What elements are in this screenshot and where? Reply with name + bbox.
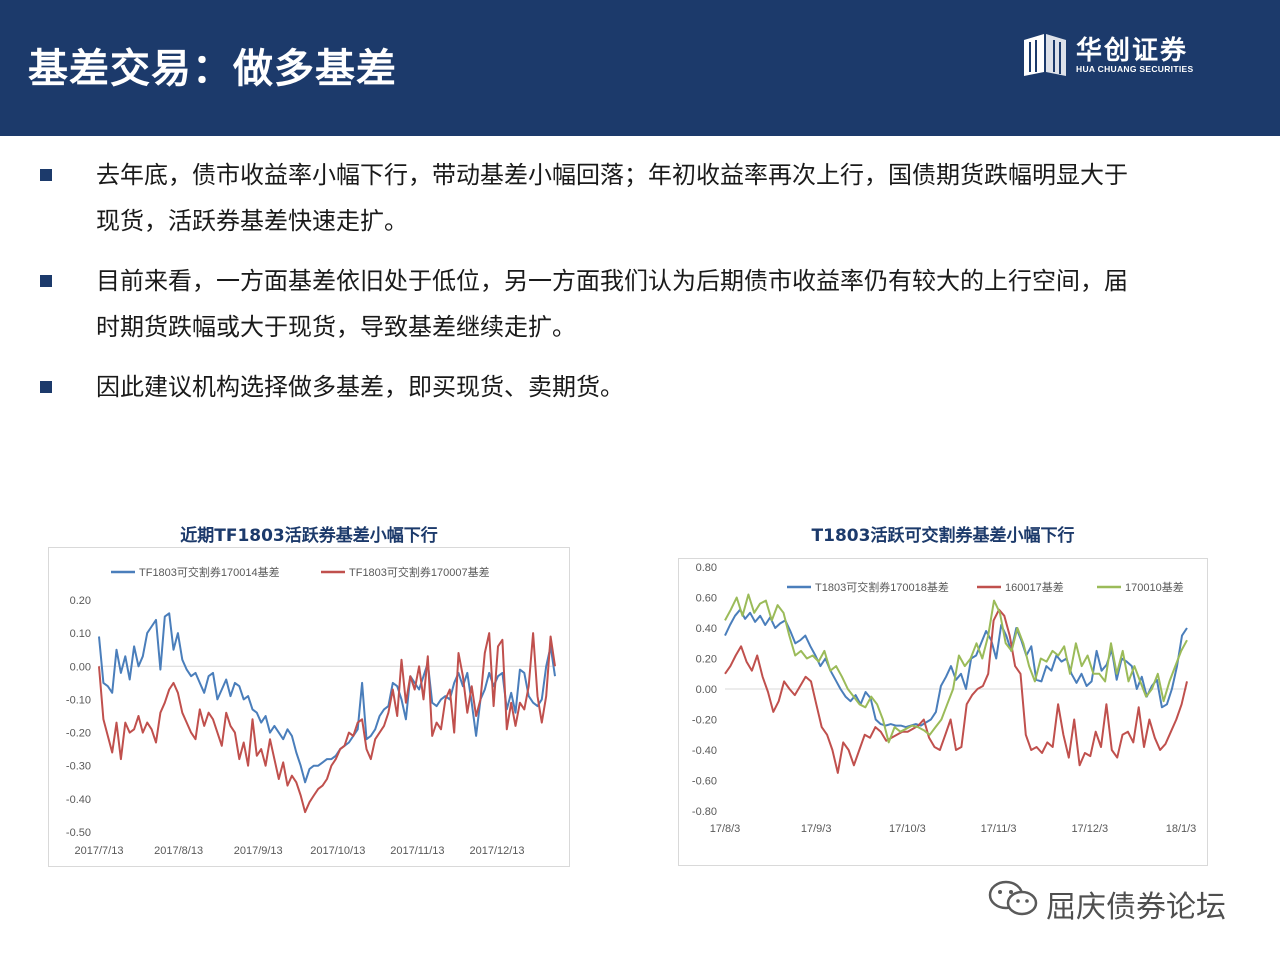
slide-title: 基差交易：做多基差 — [28, 46, 397, 92]
x-tick-label: 17/11/3 — [981, 823, 1017, 835]
series-line — [724, 608, 1188, 774]
square-bullet-icon — [40, 381, 52, 393]
x-tick-label: 2017/8/13 — [154, 845, 203, 857]
x-tick-label: 17/12/3 — [1071, 823, 1108, 835]
logo-chinese-name: 华创证券 — [1076, 36, 1189, 66]
y-tick-label: -0.40 — [692, 745, 717, 757]
watermark: 屈庆债券论坛 — [986, 876, 1256, 925]
y-tick-label: -0.40 — [66, 794, 91, 806]
y-tick-label: -0.20 — [66, 728, 91, 740]
logo-mark-icon — [1024, 34, 1066, 76]
y-tick-label: 0.20 — [70, 595, 91, 607]
legend-label: TF1803可交割券170007基差 — [349, 565, 490, 579]
series-line — [98, 612, 556, 784]
bullet-text: 去年底，债市收益率小幅下行，带动基差小幅回落；年初收益率再次上行，国债期货跌幅明… — [96, 161, 1128, 235]
x-tick-label: 17/8/3 — [710, 823, 741, 835]
chart-right-svg: 0.80 0.60 0.40 0.20 0.00 -0.20 -0.40 -0.60 -0.80… — [692, 562, 1197, 835]
y-tick-label: 0.00 — [70, 661, 91, 673]
y-tick-label: -0.30 — [66, 761, 91, 773]
legend-label: TF1803可交割券170014基差 — [139, 565, 280, 579]
bullet-item: 目前来看，一方面基差依旧处于低位，另一方面我们认为后期债市收益率仍有较大的上行空… — [40, 258, 1150, 350]
logo-english-name: HUA CHUANG SECURITIES — [1076, 64, 1194, 74]
y-tick-label: -0.60 — [692, 776, 717, 788]
y-tick-label: -0.20 — [692, 715, 717, 727]
y-tick-label: 0.40 — [696, 623, 717, 635]
x-tick-label: 17/9/3 — [801, 823, 832, 835]
chart-left-svg: 0.20 0.10 0.00 -0.10 -0.20 -0.30 -0.40 -0.50 201… — [66, 565, 556, 857]
bullet-item: 因此建议机构选择做多基差，即买现货、卖期货。 — [40, 364, 1150, 410]
series-line — [724, 593, 1188, 744]
bullet-text: 因此建议机构选择做多基差，即买现货、卖期货。 — [96, 373, 624, 401]
x-tick-label: 2017/9/13 — [234, 845, 283, 857]
company-logo: 华创证券 HUA CHUANG SECURITIES — [1022, 30, 1212, 80]
x-tick-label: 17/10/3 — [889, 823, 926, 835]
y-tick-label: 0.80 — [696, 562, 717, 574]
watermark-text: 屈庆债券论坛 — [1046, 890, 1226, 925]
wechat-icon — [988, 880, 1038, 916]
y-tick-label: 0.60 — [696, 593, 717, 605]
y-tick-label: -0.80 — [692, 806, 717, 818]
square-bullet-icon — [40, 275, 52, 287]
x-tick-label: 18/1/3 — [1166, 823, 1197, 835]
series-line — [98, 632, 556, 814]
legend-label: 160017基差 — [1005, 580, 1064, 594]
x-tick-label: 2017/12/13 — [469, 845, 524, 857]
legend-label: T1803可交割券170018基差 — [815, 580, 949, 594]
y-tick-label: 0.00 — [696, 684, 717, 696]
legend-label: 170010基差 — [1125, 580, 1184, 594]
y-tick-label: 0.10 — [70, 628, 91, 640]
bullet-list: 去年底，债市收益率小幅下行，带动基差小幅回落；年初收益率再次上行，国债期货跌幅明… — [40, 152, 1150, 424]
x-tick-label: 2017/7/13 — [75, 845, 124, 857]
chart-title-left: 近期TF1803活跃券基差小幅下行 — [180, 526, 438, 546]
y-tick-label: -0.10 — [66, 694, 91, 706]
title-bar: 基差交易：做多基差 华创证券 HUA CHUANG SECURITIES — [0, 0, 1280, 136]
y-tick-label: 0.20 — [696, 654, 717, 666]
chart-title-right: T1803活跃可交割券基差小幅下行 — [811, 526, 1075, 546]
bullet-item: 去年底，债市收益率小幅下行，带动基差小幅回落；年初收益率再次上行，国债期货跌幅明… — [40, 152, 1150, 244]
chart-right: 0.80 0.60 0.40 0.20 0.00 -0.20 -0.40 -0.60 -0.80… — [678, 558, 1208, 866]
x-tick-label: 2017/11/13 — [390, 845, 444, 857]
y-tick-label: -0.50 — [66, 827, 91, 839]
x-tick-label: 2017/10/13 — [310, 845, 365, 857]
square-bullet-icon — [40, 169, 52, 181]
bullet-text: 目前来看，一方面基差依旧处于低位，另一方面我们认为后期债市收益率仍有较大的上行空… — [96, 267, 1128, 341]
chart-left: 0.20 0.10 0.00 -0.10 -0.20 -0.30 -0.40 -0.50 201… — [48, 547, 570, 867]
